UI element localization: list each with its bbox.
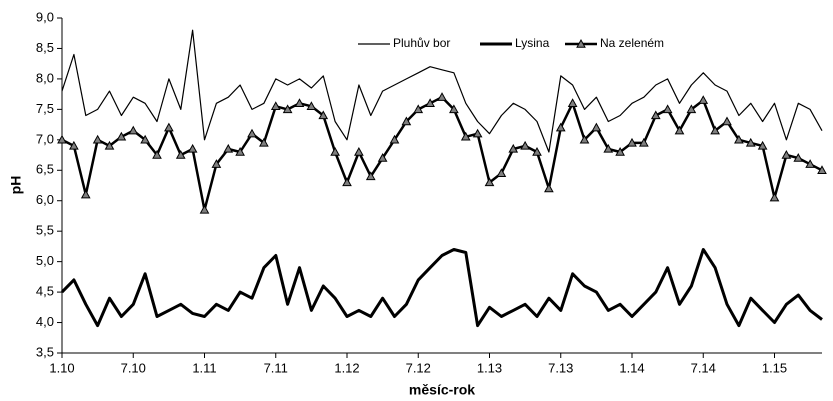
y-tick-label: 5,0	[36, 253, 54, 268]
y-tick-label: 4,0	[36, 314, 54, 329]
marker	[187, 143, 198, 153]
marker	[152, 150, 162, 159]
marker	[579, 134, 590, 144]
marker	[57, 134, 67, 144]
marker	[745, 137, 756, 147]
marker	[591, 122, 602, 132]
marker	[805, 159, 815, 168]
marker	[686, 104, 697, 114]
y-tick-label: 7,0	[36, 131, 54, 146]
marker	[757, 140, 768, 150]
x-tick-label: 1.13	[477, 360, 502, 375]
marker	[211, 159, 222, 168]
x-tick-label: 1.12	[334, 360, 359, 375]
marker	[401, 116, 412, 126]
marker	[282, 104, 293, 114]
series-line	[61, 95, 823, 212]
marker	[544, 183, 554, 193]
marker	[734, 134, 744, 144]
marker	[69, 140, 79, 150]
marker	[175, 150, 186, 159]
x-tick-label: 7.14	[691, 360, 716, 375]
y-tick-label: 8,0	[36, 70, 54, 85]
marker	[199, 204, 210, 214]
marker	[354, 146, 364, 156]
y-tick-label: 7,5	[36, 101, 54, 116]
marker	[615, 146, 625, 156]
marker	[116, 131, 127, 141]
marker	[389, 134, 400, 144]
y-tick-label: 9,0	[36, 9, 54, 24]
marker	[650, 110, 661, 120]
marker	[674, 125, 685, 135]
marker	[164, 122, 174, 132]
x-axis-label: měsíc-rok	[409, 382, 475, 398]
legend-label: Pluhův bor	[393, 36, 450, 50]
marker	[342, 177, 352, 187]
marker	[769, 192, 780, 202]
marker	[781, 150, 792, 159]
marker	[294, 98, 305, 107]
x-tick-label: 7.11	[264, 360, 288, 375]
marker	[472, 128, 483, 138]
marker	[698, 95, 709, 104]
marker	[425, 98, 435, 107]
x-tick-label: 7.12	[406, 360, 431, 375]
marker	[223, 143, 234, 153]
y-tick-label: 6,5	[36, 162, 54, 177]
y-tick-label: 6,0	[36, 192, 54, 207]
marker	[662, 104, 673, 114]
marker	[306, 101, 317, 111]
marker	[377, 153, 388, 162]
marker	[460, 131, 471, 141]
marker	[520, 140, 530, 150]
legend-label: Na zeleném	[600, 36, 664, 50]
marker	[555, 122, 566, 132]
marker	[92, 134, 103, 144]
legend-marker	[576, 38, 586, 48]
x-tick-label: 1.11	[192, 360, 216, 375]
marker	[627, 137, 637, 147]
y-tick-label: 3,5	[36, 344, 54, 359]
marker	[104, 140, 115, 150]
x-tick-label: 7.13	[548, 360, 573, 375]
marker	[413, 104, 424, 114]
marker	[437, 92, 447, 101]
series-line	[61, 29, 823, 153]
y-tick-label: 4,5	[36, 284, 54, 299]
marker	[235, 146, 245, 156]
marker	[80, 189, 91, 199]
legend-label: Lysina	[515, 36, 550, 50]
marker	[603, 143, 614, 153]
marker	[330, 146, 340, 156]
marker	[710, 125, 720, 135]
marker	[508, 143, 519, 153]
y-axis-label: pH	[8, 176, 24, 195]
marker	[140, 134, 150, 144]
marker	[722, 116, 732, 126]
series-line	[60, 248, 823, 328]
marker	[639, 137, 649, 147]
x-tick-label: 1.15	[762, 360, 787, 375]
y-tick-label: 8,5	[36, 40, 54, 55]
marker	[270, 101, 281, 111]
marker	[817, 165, 827, 174]
y-tick-label: 5,5	[36, 223, 54, 238]
marker	[567, 98, 578, 107]
marker	[365, 171, 376, 181]
x-tick-label: 1.14	[619, 360, 644, 375]
marker	[128, 125, 139, 135]
marker	[247, 128, 257, 138]
marker	[449, 104, 459, 114]
marker	[532, 146, 542, 156]
marker	[793, 153, 804, 162]
marker	[484, 177, 495, 187]
marker	[496, 168, 507, 178]
marker	[318, 110, 329, 120]
marker	[259, 137, 269, 147]
x-tick-label: 1.10	[49, 360, 74, 375]
x-tick-label: 7.10	[121, 360, 146, 375]
